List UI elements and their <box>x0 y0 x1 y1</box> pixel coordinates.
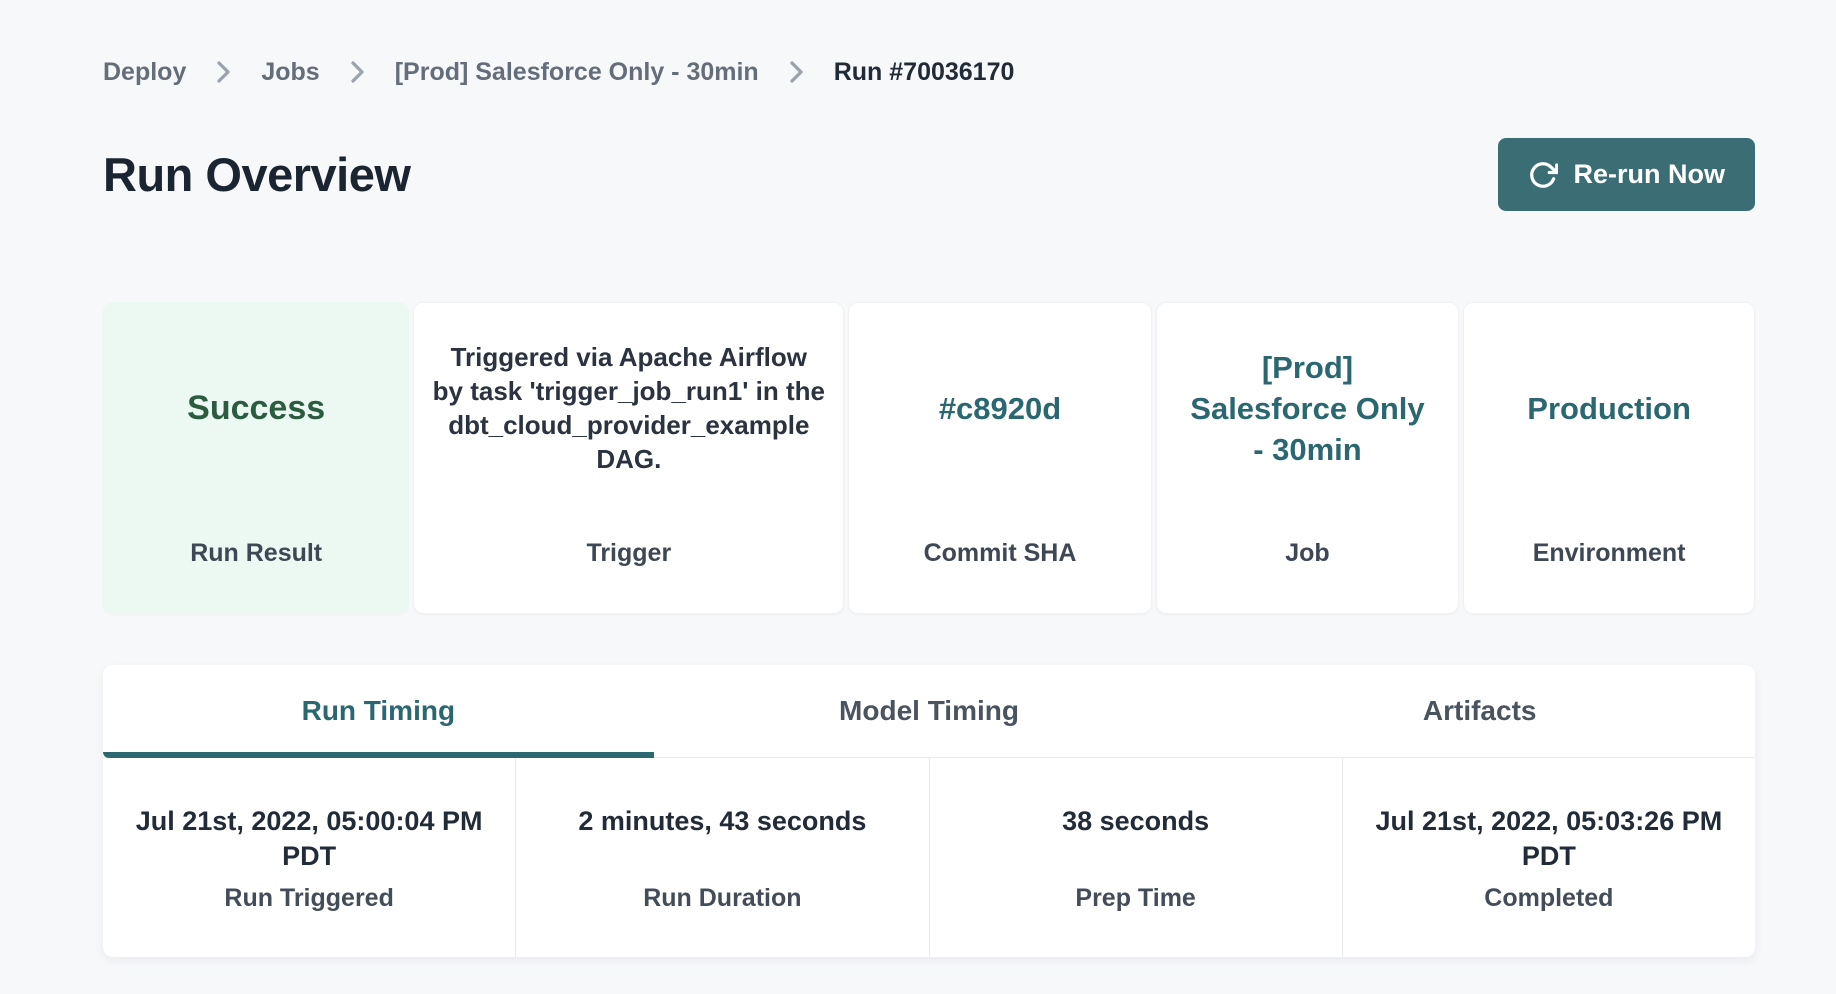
environment-card: Production Environment <box>1463 302 1756 614</box>
breadcrumb: Deploy Jobs [Prod] Salesforce Only - 30m… <box>103 54 1755 90</box>
job-card: [Prod] Salesforce Only - 30min Job <box>1155 302 1460 614</box>
job-link[interactable]: [Prod] Salesforce Only - 30min <box>1190 349 1425 467</box>
job-value-area: [Prod] Salesforce Only - 30min <box>1157 303 1458 613</box>
rerun-now-label: Re-run Now <box>1573 159 1726 189</box>
prep-time-card: 38 seconds Prep Time <box>928 758 1342 957</box>
run-duration-label: Run Duration <box>643 884 802 912</box>
trigger-card: Triggered via Apache Airflow by task 'tr… <box>413 302 845 614</box>
run-triggered-value: Jul 21st, 2022, 05:00:04 PM PDT <box>135 806 483 871</box>
page-title: Run Overview <box>103 148 411 201</box>
run-triggered-label: Run Triggered <box>224 884 394 912</box>
job-label: Job <box>1285 539 1330 567</box>
trigger-value-area: Triggered via Apache Airflow by task 'tr… <box>414 303 843 613</box>
run-result-value-area: Success <box>104 303 408 613</box>
breadcrumb-item-deploy[interactable]: Deploy <box>103 57 187 86</box>
rerun-now-button[interactable]: Re-run Now <box>1497 138 1755 211</box>
environment-link[interactable]: Production <box>1527 390 1691 426</box>
run-triggered-card: Jul 21st, 2022, 05:00:04 PM PDT Run Trig… <box>103 758 515 957</box>
breadcrumb-item-run-number: Run #70036170 <box>833 57 1015 86</box>
environment-value-area: Production <box>1464 303 1754 613</box>
tab-model-timing-label: Model Timing <box>839 695 1019 726</box>
completed-card: Jul 21st, 2022, 05:03:26 PM PDT Complete… <box>1341 758 1755 957</box>
completed-label: Completed <box>1484 884 1614 912</box>
prep-time-value: 38 seconds <box>1062 806 1210 836</box>
tab-run-timing-label: Run Timing <box>301 695 456 726</box>
timing-panel: Run Timing Model Timing Artifacts Jul 21… <box>103 665 1755 957</box>
run-duration-value: 2 minutes, 43 seconds <box>578 806 867 836</box>
commit-sha-label: Commit SHA <box>923 539 1077 567</box>
chevron-right-icon <box>789 60 804 84</box>
run-result-label: Run Result <box>190 539 323 567</box>
run-timing-row: Jul 21st, 2022, 05:00:04 PM PDT Run Trig… <box>103 758 1755 957</box>
tab-artifacts[interactable]: Artifacts <box>1204 665 1755 757</box>
run-summary-row: Success Run Result Triggered via Apache … <box>103 302 1756 614</box>
run-duration-card: 2 minutes, 43 seconds Run Duration <box>515 758 928 957</box>
page-header: Run Overview Re-run Now <box>103 138 1755 211</box>
environment-label: Environment <box>1532 539 1686 567</box>
tab-model-timing[interactable]: Model Timing <box>654 665 1205 757</box>
tab-artifacts-label: Artifacts <box>1422 695 1537 726</box>
commit-sha-link[interactable]: #c8920d <box>938 390 1062 426</box>
chevron-right-icon <box>216 60 231 84</box>
trigger-label: Trigger <box>586 539 672 567</box>
commit-sha-card: #c8920d Commit SHA <box>848 302 1152 614</box>
run-result-value: Success <box>187 388 326 427</box>
chevron-right-icon <box>350 60 365 84</box>
breadcrumb-item-jobs[interactable]: Jobs <box>261 57 320 86</box>
prep-time-label: Prep Time <box>1075 884 1196 912</box>
trigger-value: Triggered via Apache Airflow by task 'tr… <box>432 342 825 474</box>
completed-value: Jul 21st, 2022, 05:03:26 PM PDT <box>1375 806 1723 871</box>
tab-run-timing[interactable]: Run Timing <box>103 665 654 758</box>
run-result-card: Success Run Result <box>103 302 410 614</box>
commit-sha-value-area: #c8920d <box>849 303 1150 613</box>
refresh-icon <box>1528 160 1558 190</box>
tab-bar: Run Timing Model Timing Artifacts <box>103 665 1755 758</box>
breadcrumb-item-job-name[interactable]: [Prod] Salesforce Only - 30min <box>394 57 759 86</box>
